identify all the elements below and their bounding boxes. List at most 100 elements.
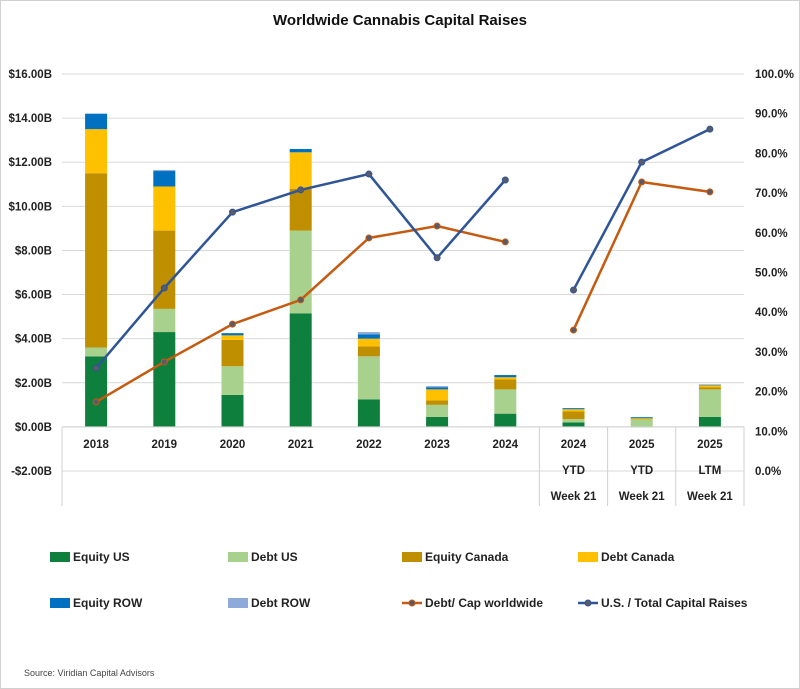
bar-segment <box>221 366 244 395</box>
category-axis: 2018 2019 2020 2021 2022 2023 2024 2024 YTD Week … <box>61 426 745 506</box>
bar-segment <box>357 338 380 347</box>
left-tick-label: -$2.00B <box>11 466 52 478</box>
category-label: 2025 <box>697 439 723 451</box>
bar-segment <box>630 417 653 419</box>
line-marker <box>365 170 373 178</box>
category-label: 2023 <box>424 439 450 451</box>
left-axis: -$2.00B $0.00B $2.00B $4.00B $6.00B $8.00B $10… <box>9 69 52 478</box>
line-marker <box>297 186 305 194</box>
line-marker <box>160 284 168 292</box>
bar-segment <box>698 389 721 417</box>
bar-segment <box>357 346 380 357</box>
right-tick-label: 70.0% <box>755 188 788 200</box>
bar-segment <box>426 400 449 405</box>
bar-segment <box>289 152 312 189</box>
line-marker <box>297 296 305 304</box>
category-label: Week 21 <box>619 491 665 503</box>
bar-segment <box>289 230 312 314</box>
bar-segment <box>357 332 380 335</box>
bar-segment <box>698 384 721 388</box>
left-tick-label: $6.00B <box>15 290 52 302</box>
bar-segment <box>426 387 449 390</box>
line-marker <box>92 398 100 406</box>
line-marker <box>638 178 646 186</box>
category-label: 2025 <box>629 439 655 451</box>
category-label: 2018 <box>83 439 109 451</box>
bar-segment <box>221 333 244 336</box>
category-label: 2024 <box>561 439 587 451</box>
legend-swatch <box>578 552 598 562</box>
right-tick-label: 90.0% <box>755 109 788 121</box>
left-tick-label: $2.00B <box>15 378 52 390</box>
legend-label: Debt/ Cap worldwide <box>425 596 543 610</box>
line-marker <box>501 238 509 246</box>
category-label: YTD <box>630 465 653 477</box>
right-tick-label: 50.0% <box>755 268 788 280</box>
category-label: Week 21 <box>687 491 733 503</box>
bar-segment <box>562 411 585 420</box>
line-marker <box>638 158 646 166</box>
legend-label: Debt ROW <box>251 596 311 610</box>
gridlines <box>62 73 744 472</box>
bar-segment <box>494 377 517 380</box>
legend-swatch <box>50 552 70 562</box>
bar-segment <box>357 334 380 339</box>
left-tick-label: $8.00B <box>15 245 52 257</box>
bar-segment <box>153 169 176 172</box>
bar-segment <box>85 356 108 427</box>
left-tick-label: $4.00B <box>15 334 52 346</box>
legend-label: Equity ROW <box>73 596 143 610</box>
category-label: 2020 <box>220 439 246 451</box>
bar-segment <box>630 418 653 427</box>
bar-segment <box>494 375 517 378</box>
line-marker <box>706 188 714 196</box>
category-label: 2021 <box>288 439 314 451</box>
bar-segment <box>153 332 176 427</box>
legend-label: Debt US <box>251 550 298 564</box>
line-marker <box>501 176 509 184</box>
legend: Equity US Debt US Equity Canada Debt Canada… <box>50 550 748 610</box>
bar-segment <box>630 417 653 418</box>
left-tick-label: $12.00B <box>9 157 52 169</box>
bar-segment <box>562 409 585 412</box>
right-tick-label: 60.0% <box>755 228 788 240</box>
legend-label: Equity US <box>73 550 130 564</box>
right-tick-label: 0.0% <box>755 466 781 478</box>
source-note: Source: Viridian Capital Advisors <box>24 668 155 678</box>
right-tick-label: 10.0% <box>755 426 788 438</box>
legend-swatch <box>402 552 422 562</box>
bar-segment <box>153 186 176 231</box>
bar-segment <box>426 416 449 427</box>
bar-segment <box>85 113 108 130</box>
line-marker <box>229 208 236 216</box>
bar-segment <box>153 230 176 309</box>
bar-segment <box>630 418 653 420</box>
legend-marker <box>584 599 592 607</box>
legend-label: U.S. / Total Capital Raises <box>601 596 748 610</box>
line-marker <box>433 254 441 262</box>
bar-segment <box>426 389 449 401</box>
bar-segment <box>698 387 721 390</box>
bar-segment <box>562 408 585 410</box>
bar-segment <box>153 308 176 333</box>
category-label: LTM <box>699 465 722 477</box>
bar-segment <box>426 404 449 417</box>
right-axis: 0.0% 10.0% 20.0% 30.0% 40.0% 50.0% 60.0% 70.0% 8… <box>755 69 794 478</box>
right-tick-label: 80.0% <box>755 148 788 160</box>
bar-segment <box>221 335 244 340</box>
category-label: 2019 <box>152 439 178 451</box>
line-marker <box>92 364 100 372</box>
bar-segment <box>426 386 449 388</box>
bar-segment <box>85 129 108 174</box>
bar-segment <box>289 313 312 427</box>
left-tick-label: $10.00B <box>9 201 52 213</box>
legend-marker <box>408 599 416 607</box>
line-series <box>572 180 711 331</box>
category-label: 2022 <box>356 439 382 451</box>
line-marker <box>570 326 577 334</box>
left-tick-label: $14.00B <box>9 113 52 125</box>
bar-segment <box>357 399 380 427</box>
right-tick-label: 20.0% <box>755 387 788 399</box>
bar-segment <box>289 188 312 231</box>
